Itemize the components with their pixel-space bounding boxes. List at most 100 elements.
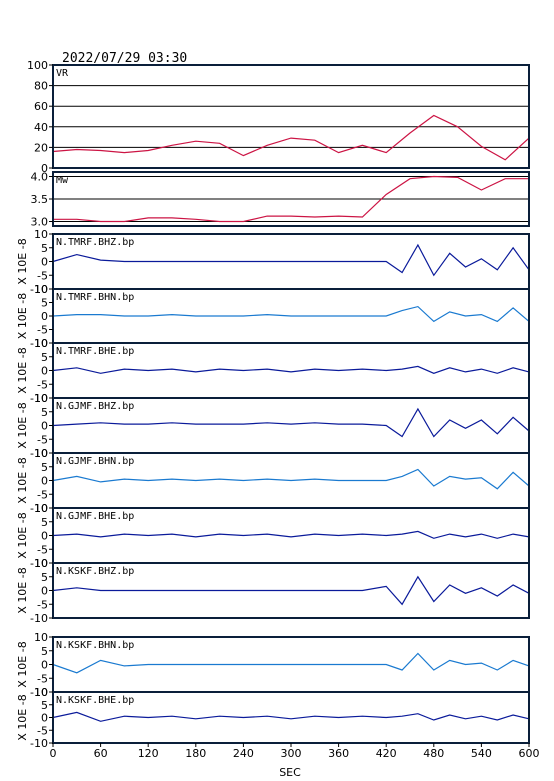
panel-label: N.TMRF.BHZ.bp	[56, 237, 134, 248]
panel-frame	[52, 64, 530, 169]
y-tick-label: 100	[27, 59, 48, 72]
unit-label: X 10E -8	[16, 567, 29, 613]
series-line	[52, 468, 530, 490]
y-tick-label: 10	[34, 283, 48, 296]
panel-label: N.TMRF.BHN.bp	[56, 292, 134, 303]
x-tick-label: 120	[138, 747, 159, 760]
y-tick-label: 5	[41, 242, 48, 255]
chart-title: 2022/07/29 03:30	[62, 51, 187, 66]
x-tick-label: 0	[50, 747, 57, 760]
y-tick-label: 0	[41, 530, 48, 543]
y-tick-label: 0	[41, 712, 48, 725]
y-tick-label: -5	[37, 378, 48, 391]
panel-0: 0 20 40 60 80 100 VR	[27, 59, 530, 175]
panel-label: N.KSKF.BHZ.bp	[56, 566, 134, 577]
unit-label: X 10E -8	[16, 641, 29, 687]
panel-label: VR	[56, 68, 69, 79]
y-tick-label: 5	[41, 699, 48, 712]
y-tick-label: -10	[30, 447, 48, 460]
y-tick-label: 0	[41, 310, 48, 323]
x-tick-label: 180	[185, 747, 206, 760]
y-tick-label: 10	[34, 228, 48, 241]
x-tick-label: 60	[94, 747, 108, 760]
y-tick-label: -10	[30, 686, 48, 699]
unit-label: X 10E -8	[16, 238, 29, 284]
x-tick-label: 300	[281, 747, 302, 760]
y-tick-label: 5	[41, 461, 48, 474]
y-tick-label: 0	[41, 420, 48, 433]
panel-label: N.GJMF.BHZ.bp	[56, 401, 134, 412]
series-line	[52, 114, 530, 161]
y-tick-label: 5	[41, 516, 48, 529]
unit-label: X 10E -8	[16, 512, 29, 558]
y-tick-label: -10	[30, 612, 48, 625]
series-line	[52, 575, 530, 606]
y-tick-label: -10	[30, 337, 48, 350]
x-tick-label: 240	[233, 747, 254, 760]
panel-label: N.KSKF.BHE.bp	[56, 695, 134, 706]
x-tick-label: 600	[519, 747, 540, 760]
y-tick-label: 4.0	[31, 171, 49, 184]
panel-9: -10-505 10 N.KSKF.BHN.bp X 10E -8	[16, 631, 530, 699]
panel-label: N.GJMF.BHE.bp	[56, 511, 134, 522]
y-tick-label: 5	[41, 571, 48, 584]
y-tick-label: 0	[41, 365, 48, 378]
y-tick-label: -5	[37, 324, 48, 337]
x-tick-label: 420	[376, 747, 397, 760]
y-tick-label: -5	[37, 724, 48, 737]
y-tick-label: -10	[30, 502, 48, 515]
x-axis-label: SEC	[279, 766, 301, 779]
y-tick-label: 10	[34, 392, 48, 405]
series-line	[52, 407, 530, 438]
y-tick-label: 40	[34, 121, 48, 134]
y-tick-label: 5	[41, 645, 48, 658]
y-tick-label: -10	[30, 283, 48, 296]
y-tick-label: 5	[41, 297, 48, 310]
y-tick-label: 3.0	[31, 216, 49, 229]
y-tick-label: 0	[41, 256, 48, 269]
y-tick-label: 0	[41, 659, 48, 672]
y-tick-label: -5	[37, 488, 48, 501]
unit-label: X 10E -8	[16, 457, 29, 503]
y-tick-label: 0	[41, 162, 48, 175]
y-tick-label: 10	[34, 447, 48, 460]
x-tick-label: 480	[423, 747, 444, 760]
y-tick-label: -5	[37, 269, 48, 282]
series-line	[52, 530, 530, 539]
y-tick-label: -10	[30, 392, 48, 405]
y-tick-label: -5	[37, 543, 48, 556]
y-tick-label: -10	[30, 557, 48, 570]
y-tick-label: 80	[34, 80, 48, 93]
y-tick-label: 0	[41, 475, 48, 488]
panel-label: N.GJMF.BHN.bp	[56, 456, 134, 467]
panel-label: N.KSKF.BHN.bp	[56, 640, 134, 651]
unit-label: X 10E -8	[16, 347, 29, 393]
y-tick-label: 5	[41, 351, 48, 364]
panel-label: Mw	[56, 175, 69, 186]
y-tick-label: 10	[34, 686, 48, 699]
unit-label: X 10E -8	[16, 293, 29, 339]
y-tick-label: 0	[41, 585, 48, 598]
y-tick-label: 3.5	[31, 193, 49, 206]
unit-label: X 10E -8	[16, 402, 29, 448]
y-tick-label: 60	[34, 100, 48, 113]
series-line	[53, 175, 529, 223]
y-tick-label: 5	[41, 406, 48, 419]
y-tick-label: -5	[37, 672, 48, 685]
y-tick-label: -5	[37, 433, 48, 446]
series-line	[52, 365, 530, 374]
y-tick-label: 10	[34, 337, 48, 350]
panel-1: 3.0 3.5 4.0 Mw	[31, 171, 530, 229]
y-tick-label: -10	[30, 737, 48, 750]
series-line	[52, 711, 530, 722]
y-tick-label: 10	[34, 557, 48, 570]
